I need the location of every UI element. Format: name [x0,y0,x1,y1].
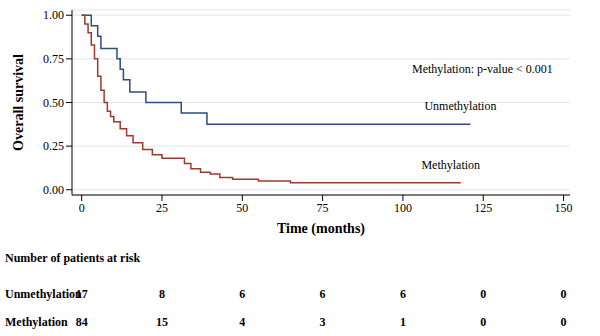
svg-text:0: 0 [79,201,85,215]
svg-text:0: 0 [561,315,567,329]
svg-text:1: 1 [400,315,406,329]
svg-text:4: 4 [239,315,245,329]
svg-text:Unmethylation: Unmethylation [424,99,496,113]
svg-text:0: 0 [480,287,486,301]
svg-text:6: 6 [239,287,245,301]
svg-text:Number of patients at risk: Number of patients at risk [8,251,140,265]
svg-text:0.00: 0.00 [43,183,64,197]
svg-text:150: 150 [555,201,573,215]
svg-text:8: 8 [159,287,165,301]
svg-text:Methylation: Methylation [8,315,68,329]
svg-text:0: 0 [480,315,486,329]
svg-text:Methylation: Methylation [421,158,480,172]
svg-text:Unmethylation: Unmethylation [8,287,82,301]
svg-text:0.25: 0.25 [43,139,64,153]
svg-text:15: 15 [156,315,168,329]
svg-text:Overall survival: Overall survival [11,54,26,151]
svg-text:6: 6 [400,287,406,301]
svg-text:50: 50 [236,201,248,215]
svg-text:0.50: 0.50 [43,96,64,110]
html-text:Methylation: p-value < 0.001: Methylation: p-value < 0.001 [412,62,553,76]
svg-text:84: 84 [76,315,88,329]
svg-text:125: 125 [474,201,492,215]
svg-text:3: 3 [320,315,326,329]
svg-text:6: 6 [320,287,326,301]
svg-text:100: 100 [394,201,412,215]
svg-text:0: 0 [561,287,567,301]
svg-text:1.00: 1.00 [43,8,64,22]
svg-text:75: 75 [317,201,329,215]
svg-text:17: 17 [76,287,88,301]
svg-text:25: 25 [156,201,168,215]
svg-text:0.75: 0.75 [43,52,64,66]
svg-text:Time (months): Time (months) [277,221,365,237]
